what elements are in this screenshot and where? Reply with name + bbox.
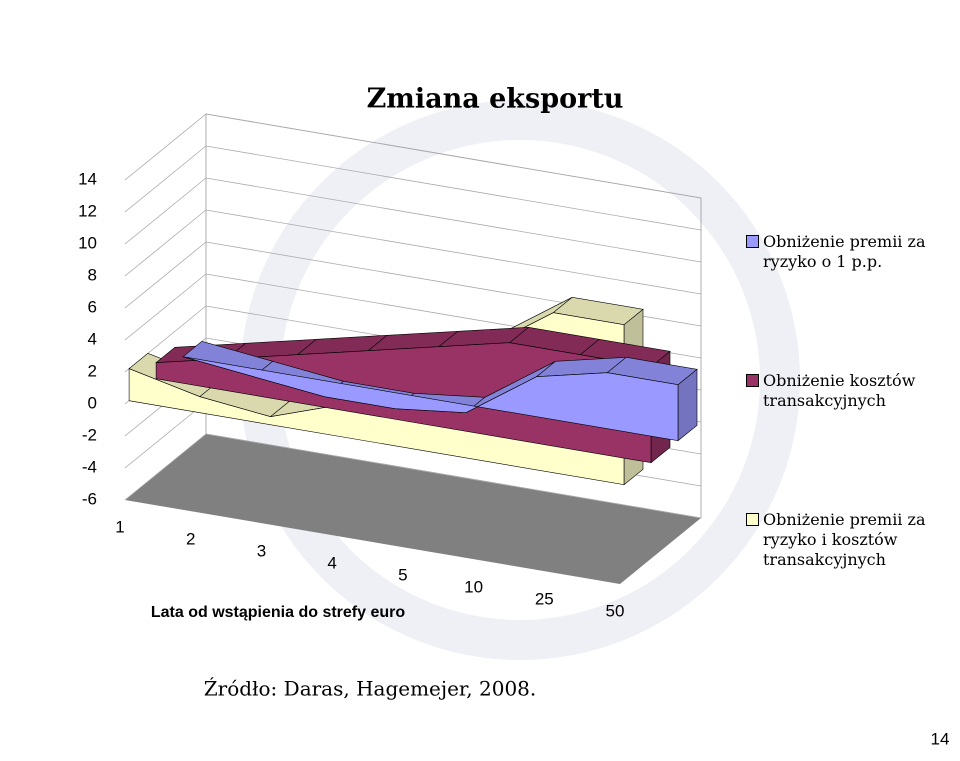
page-number: 14 — [931, 729, 950, 748]
legend-item: Obniżenie premii za ryzyko i kosztów tra… — [746, 510, 960, 570]
y-tick-label: -4 — [82, 457, 97, 476]
y-tick-label: 14 — [78, 169, 97, 188]
area — [183, 356, 679, 442]
grid-line — [124, 113, 702, 199]
legend-item: Obniżenie kosztów transakcyjnych — [746, 371, 960, 411]
legend-swatch — [746, 235, 759, 248]
y-tick-label: 8 — [88, 265, 97, 284]
x-axis-title: Lata od wstąpienia do strefy euro — [151, 604, 406, 621]
y-tick-label: 0 — [88, 393, 97, 412]
x-tick-label: 4 — [327, 553, 336, 572]
legend-label: Obniżenie premii za ryzyko i kosztów tra… — [763, 510, 926, 569]
y-tick-label: 12 — [78, 201, 97, 220]
x-tick-label: 25 — [535, 589, 554, 608]
x-tick-label: 5 — [398, 565, 407, 584]
x-tick-label: 3 — [257, 541, 266, 560]
y-tick-label: -2 — [82, 425, 97, 444]
x-tick-label: 50 — [606, 601, 625, 620]
chart-title: Zmiana eksportu — [367, 84, 624, 115]
legend-swatch — [746, 374, 759, 387]
legend-swatch — [746, 513, 759, 526]
y-tick-label: 4 — [88, 329, 97, 348]
y-tick-label: 6 — [88, 297, 97, 316]
source: Źródło: Daras, Hagemejer, 2008. — [204, 677, 537, 701]
grid-line — [124, 209, 702, 295]
grid-line — [124, 241, 702, 327]
y-tick-label: 2 — [88, 361, 97, 380]
y-tick-label: -6 — [82, 489, 97, 508]
legend-label: Obniżenie kosztów transakcyjnych — [763, 371, 916, 410]
floor — [125, 434, 701, 584]
x-tick-label: 10 — [464, 577, 483, 596]
x-tick-label: 1 — [115, 517, 124, 536]
legend-label: Obniżenie premii za ryzyko o 1 p.p. — [763, 232, 926, 271]
grid-line — [124, 145, 702, 231]
y-tick-label: 10 — [78, 233, 97, 252]
grid-line — [124, 433, 702, 519]
legend-item: Obniżenie premii za ryzyko o 1 p.p. — [746, 232, 960, 272]
grid-line — [124, 177, 702, 263]
x-tick-label: 2 — [186, 529, 195, 548]
